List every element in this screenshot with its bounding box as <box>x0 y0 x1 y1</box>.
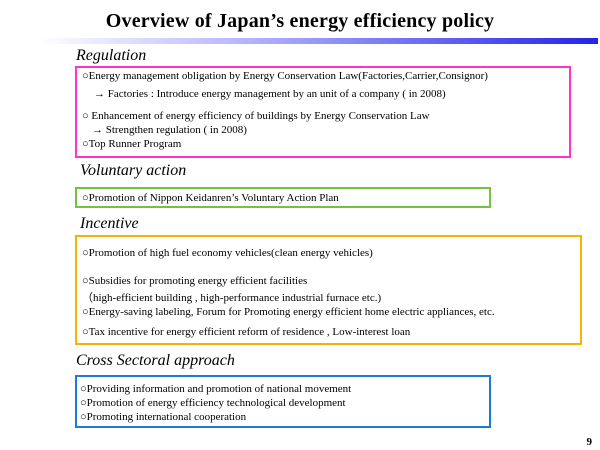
page-number: 9 <box>586 436 593 448</box>
regulation-line-4: → Strengthen regulation ( in 2008) <box>92 124 247 136</box>
cross-heading: Cross Sectoral approach <box>76 352 235 369</box>
regulation-box <box>75 66 571 158</box>
voluntary-box <box>75 187 491 208</box>
regulation-line-1: ○Energy management obligation by Energy … <box>82 70 488 82</box>
regulation-line-2: → Factories : Introduce energy managemen… <box>94 88 446 100</box>
incentive-heading: Incentive <box>80 215 139 232</box>
voluntary-heading: Voluntary action <box>80 162 187 179</box>
cross-line-3: ○Promoting international cooperation <box>80 411 247 423</box>
cross-line-2: ○Promotion of energy efficiency technolo… <box>80 397 346 409</box>
regulation-line-3: ○ Enhancement of energy efficiency of bu… <box>82 110 430 122</box>
page-title: Overview of Japan’s energy efficiency po… <box>105 10 495 32</box>
voluntary-line-1: ○Promotion of Nippon Keidanren’s Volunta… <box>82 192 339 204</box>
incentive-line-5: ○Tax incentive for energy efficient refo… <box>82 326 411 338</box>
incentive-line-3: （high-efficient building , high-performa… <box>82 292 382 304</box>
cross-line-1: ○Providing information and promotion of … <box>80 383 352 395</box>
incentive-line-4: ○Energy-saving labeling, Forum for Promo… <box>82 306 495 318</box>
incentive-line-2: ○Subsidies for promoting energy efficien… <box>82 275 308 287</box>
regulation-heading: Regulation <box>76 47 147 64</box>
regulation-line-5: ○Top Runner Program <box>82 138 182 150</box>
title-underline <box>38 38 598 44</box>
cross-box <box>75 375 491 428</box>
incentive-box <box>75 235 582 345</box>
incentive-line-1: ○Promotion of high fuel economy vehicles… <box>82 247 373 259</box>
